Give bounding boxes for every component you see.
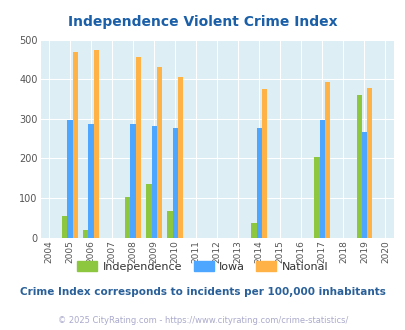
Bar (361, 132, 366, 238)
Bar (172, 128, 177, 238)
Bar (167, 211, 172, 238)
Bar (261, 89, 266, 238)
Bar (151, 126, 156, 238)
Bar (314, 157, 319, 238)
Bar (146, 184, 151, 238)
Bar (324, 82, 329, 238)
Bar (135, 57, 141, 238)
Bar (251, 223, 256, 238)
Text: © 2025 CityRating.com - https://www.cityrating.com/crime-statistics/: © 2025 CityRating.com - https://www.city… (58, 315, 347, 325)
Bar (62, 216, 67, 238)
Legend: Independence, Iowa, National: Independence, Iowa, National (73, 256, 332, 276)
Bar (256, 128, 261, 238)
Text: Independence Violent Crime Index: Independence Violent Crime Index (68, 15, 337, 29)
Bar (130, 124, 135, 238)
Bar (319, 120, 324, 238)
Bar (67, 120, 72, 238)
Bar (83, 230, 88, 238)
Bar (177, 77, 183, 238)
Bar (88, 124, 94, 238)
Bar (94, 50, 99, 238)
Bar (366, 87, 371, 238)
Bar (156, 67, 162, 238)
Bar (125, 197, 130, 238)
Bar (356, 95, 361, 238)
Text: Crime Index corresponds to incidents per 100,000 inhabitants: Crime Index corresponds to incidents per… (20, 287, 385, 297)
Bar (72, 52, 78, 238)
